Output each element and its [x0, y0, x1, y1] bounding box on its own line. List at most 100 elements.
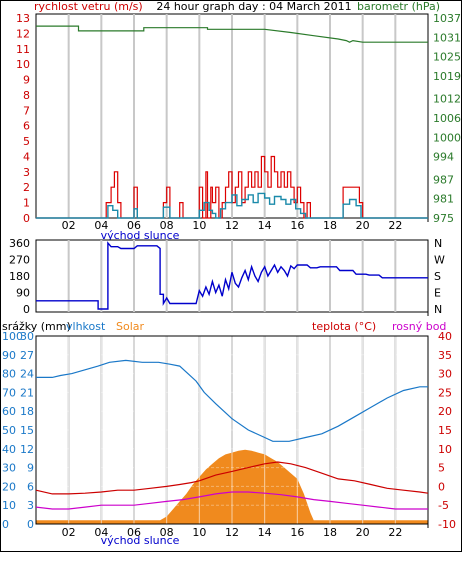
- wind-speed-tick: 10: [16, 58, 30, 71]
- x-tick-label: 02: [62, 219, 76, 232]
- wind-speed-tick: 5: [23, 135, 30, 148]
- x-tick-label: 16: [290, 219, 304, 232]
- pressure-tick: 1012: [433, 93, 461, 106]
- pressure-tick: 987: [433, 173, 454, 186]
- x-tick-label: 10: [192, 526, 206, 539]
- precipitation-tick: 6: [27, 480, 34, 493]
- wind-speed-tick: 7: [23, 104, 30, 117]
- wind-speed-tick: 2: [23, 181, 30, 194]
- humidity-tick: 100: [2, 330, 23, 343]
- x-tick-label: 14: [258, 219, 272, 232]
- humidity-tick: 90: [2, 349, 16, 362]
- precipitation-tick: 27: [20, 349, 34, 362]
- humidity-tick: 30: [2, 462, 16, 475]
- temperature-tick: 25: [438, 386, 452, 399]
- wind-speed-tick: 9: [23, 74, 30, 87]
- precipitation-tick: 0: [27, 518, 34, 531]
- x-tick-label: 08: [160, 526, 174, 539]
- wind-speed-tick: 4: [23, 150, 30, 163]
- humidity-tick: 10: [2, 499, 16, 512]
- humidity-tick: 60: [2, 405, 16, 418]
- wind-direction-line: [36, 241, 428, 310]
- compass-letter: N: [434, 237, 442, 250]
- compass-letter: E: [434, 287, 441, 300]
- solar-label: Solar: [116, 320, 145, 333]
- precipitation-tick: 12: [20, 443, 34, 456]
- temperature-tick: 15: [438, 424, 452, 437]
- precipitation-tick: 3: [27, 499, 34, 512]
- humidity-label: vlhkost: [66, 320, 106, 333]
- precipitation-tick: 21: [20, 386, 34, 399]
- humidity-tick: 50: [2, 424, 16, 437]
- x-tick-label: 16: [290, 526, 304, 539]
- x-tick-label: 20: [356, 219, 370, 232]
- x-tick-label: 06: [127, 219, 141, 232]
- wind-speed-tick: 6: [23, 120, 30, 133]
- direction-tick: 360: [9, 237, 30, 250]
- precipitation-label: srážky (mm): [2, 320, 71, 333]
- pressure-tick: 981: [433, 193, 454, 206]
- dewpoint-line: [35, 491, 428, 510]
- temperature-humidity-panel: 02 04 06 08 10 12 14 16 18 20 22 0 3 6 9 12 15 18 21 24 27 30…: [2, 330, 456, 539]
- pressure-tick: 994: [433, 151, 454, 164]
- temperature-tick: 0: [438, 480, 445, 493]
- temperature-tick: 10: [438, 443, 452, 456]
- temperature-tick: -5: [438, 499, 449, 512]
- temperature-tick: -10: [438, 518, 456, 531]
- wind-speed-tick: 8: [23, 89, 30, 102]
- humidity-tick: 20: [2, 480, 16, 493]
- temperature-tick: 5: [438, 462, 445, 475]
- direction-tick: 0: [23, 303, 30, 316]
- temperature-tick: 30: [438, 368, 452, 381]
- compass-letter: N: [434, 303, 442, 316]
- wind-average-line: [36, 192, 428, 219]
- pressure-tick: 1019: [433, 70, 461, 83]
- humidity-tick: 40: [2, 443, 16, 456]
- temperature-tick: 20: [438, 405, 452, 418]
- x-tick-label: 22: [388, 526, 402, 539]
- x-tick-label: 04: [94, 526, 108, 539]
- temperature-label: teplota (°C): [312, 320, 376, 333]
- humidity-line: [36, 359, 428, 442]
- chart-frame: [0, 0, 462, 552]
- dewpoint-label: rosný bod: [392, 320, 446, 333]
- x-tick-label: 20: [356, 526, 370, 539]
- compass-letter: S: [434, 270, 441, 283]
- x-tick-label: 06: [127, 526, 141, 539]
- humidity-tick: 0: [2, 518, 9, 531]
- pressure-tick: 1006: [433, 112, 461, 125]
- wind-pressure-panel: 02 04 06 08 10 12 14 16 18 20 22012345678910111213…: [16, 12, 461, 232]
- plot-border: [35, 335, 429, 525]
- direction-tick: 90: [16, 287, 30, 300]
- x-tick-label: 12: [225, 219, 239, 232]
- pressure-line: [36, 25, 428, 43]
- direction-tick: 180: [9, 270, 30, 283]
- wind-speed-tick: 13: [16, 12, 30, 25]
- wind-speed-tick: 11: [16, 43, 30, 56]
- x-tick-label: 18: [323, 219, 337, 232]
- pressure-tick: 975: [433, 212, 454, 225]
- x-tick-label: 14: [258, 526, 272, 539]
- precipitation-tick: 9: [27, 462, 34, 475]
- wind-speed-label: rychlost vetru (m/s): [34, 0, 143, 13]
- pressure-tick: 1025: [433, 51, 461, 64]
- wind-speed-tick: 3: [23, 166, 30, 179]
- barometer-label: barometr (hPa): [357, 0, 440, 13]
- pressure-tick: 1000: [433, 131, 461, 144]
- temperature-tick: 35: [438, 349, 452, 362]
- sunrise-label: východ slunce: [101, 229, 180, 242]
- x-tick-label: 18: [323, 526, 337, 539]
- precipitation-tick: 24: [20, 368, 34, 381]
- pressure-tick: 1031: [433, 31, 461, 44]
- x-tick-label: 22: [388, 219, 402, 232]
- humidity-tick: 80: [2, 368, 16, 381]
- sunrise-label-bottom: východ slunce: [101, 534, 180, 547]
- temperature-tick: 40: [438, 330, 452, 343]
- precipitation-tick: 15: [20, 424, 34, 437]
- x-tick-label: 04: [94, 219, 108, 232]
- direction-tick: 270: [9, 254, 30, 267]
- x-tick-label: 12: [225, 526, 239, 539]
- x-tick-label: 02: [62, 526, 76, 539]
- chart-title: 24 hour graph day : 04 March 2011: [156, 0, 351, 13]
